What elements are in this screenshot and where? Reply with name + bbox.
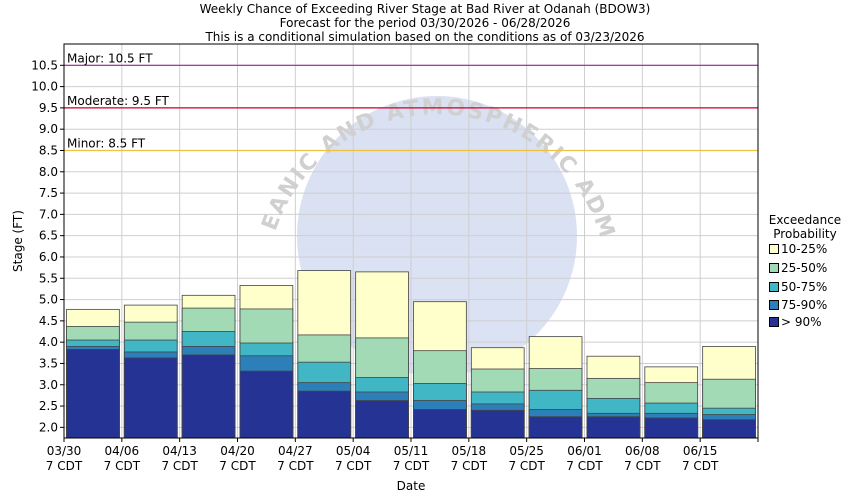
legend-swatch-25-50 [769, 263, 779, 273]
bar-segment-gt-90-6 [355, 400, 409, 439]
legend-label-10-25: 10-25% [781, 242, 828, 256]
legend-label-gt-90: > 90% [781, 315, 822, 329]
bar-segment-gt-90-9 [528, 416, 583, 439]
x-tick-label-tz: 7 CDT [566, 459, 603, 473]
x-tick-label-date: 04/20 [220, 444, 255, 458]
legend-swatch-75-90 [769, 300, 779, 310]
legend-label-25-50: 25-50% [781, 261, 828, 275]
y-tick-label: 3.5 [39, 356, 58, 370]
y-tick-label: 9.0 [39, 122, 58, 136]
x-tick-label-date: 06/15 [683, 444, 718, 458]
x-axis-label: Date [397, 479, 426, 493]
x-tick-label-date: 05/11 [394, 444, 429, 458]
bar-segment-gt-90-10 [586, 416, 641, 439]
y-tick-label: 10.0 [31, 80, 58, 94]
bar-segment-gt-90-2 [123, 357, 178, 439]
x-tick-label-date: 06/01 [567, 444, 602, 458]
x-tick-label-tz: 7 CDT [682, 459, 719, 473]
x-tick-label-tz: 7 CDT [46, 459, 83, 473]
y-tick-label: 9.5 [39, 101, 58, 115]
y-tick-label: 2.0 [39, 420, 58, 434]
x-tick-label-tz: 7 CDT [277, 459, 314, 473]
bar-segment-gt-90-3 [181, 354, 236, 439]
y-tick-label: 4.5 [39, 314, 58, 328]
legend-swatch-10-25 [769, 244, 779, 254]
y-tick-label: 7.5 [39, 186, 58, 200]
bar-segment-gt-90-1 [66, 349, 120, 439]
legend-label-75-90: 75-90% [781, 298, 828, 312]
chart-title-line-1: Weekly Chance of Exceeding River Stage a… [199, 2, 651, 16]
x-tick-label-date: 04/06 [105, 444, 140, 458]
legend-swatch-50-75 [769, 282, 779, 292]
x-tick-label-tz: 7 CDT [104, 459, 141, 473]
y-tick-label: 10.5 [31, 58, 58, 72]
y-tick-label: 6.0 [39, 250, 58, 264]
threshold-label-3: Minor: 8.5 FT [67, 136, 146, 150]
x-tick-label-tz: 7 CDT [508, 459, 545, 473]
bar-segment-gt-90-4 [239, 370, 294, 439]
legend-swatch-gt-90 [769, 317, 779, 327]
chart-title-line-2: Forecast for the period 03/30/2026 - 06/… [279, 16, 571, 30]
bar-segment-gt-90-5 [297, 390, 352, 439]
y-tick-label: 3.0 [39, 378, 58, 392]
x-tick-label-date: 04/13 [162, 444, 197, 458]
legend-title-line-1: Exceedance [768, 213, 842, 227]
x-tick-label-date: 05/25 [509, 444, 544, 458]
x-tick-label-date: 06/08 [625, 444, 660, 458]
y-tick-label: 5.0 [39, 293, 58, 307]
chart-title-line-3: This is a conditional simulation based o… [205, 30, 645, 44]
y-axis-label: Stage (FT) [11, 210, 25, 272]
y-tick-label: 7.0 [39, 207, 58, 221]
threshold-label-1: Major: 10.5 FT [67, 51, 153, 65]
x-tick-label-date: 04/27 [278, 444, 313, 458]
x-tick-label-date: 05/18 [452, 444, 487, 458]
bar-segment-gt-90-11 [644, 417, 699, 439]
y-tick-label: 2.5 [39, 399, 58, 413]
x-tick-label-date: 05/04 [336, 444, 371, 458]
bar-segment-gt-90-8 [470, 409, 525, 439]
y-tick-label: 6.5 [39, 229, 58, 243]
x-tick-label-tz: 7 CDT [624, 459, 661, 473]
y-tick-label: 8.5 [39, 143, 58, 157]
x-tick-label-tz: 7 CDT [219, 459, 256, 473]
x-tick-label-tz: 7 CDT [161, 459, 198, 473]
x-tick-label-date: 03/30 [47, 444, 82, 458]
x-tick-label-tz: 7 CDT [335, 459, 372, 473]
y-tick-label: 4.0 [39, 335, 58, 349]
bar-segment-gt-90-7 [413, 409, 467, 439]
bar-segment-gt-90-12 [702, 419, 756, 439]
y-tick-label: 5.5 [39, 271, 58, 285]
legend-title-line-2: Probability [773, 227, 837, 241]
x-tick-label-tz: 7 CDT [451, 459, 488, 473]
y-tick-label: 8.0 [39, 165, 58, 179]
x-tick-label-tz: 7 CDT [393, 459, 430, 473]
threshold-label-2: Moderate: 9.5 FT [67, 94, 170, 108]
legend-label-50-75: 50-75% [781, 280, 828, 294]
